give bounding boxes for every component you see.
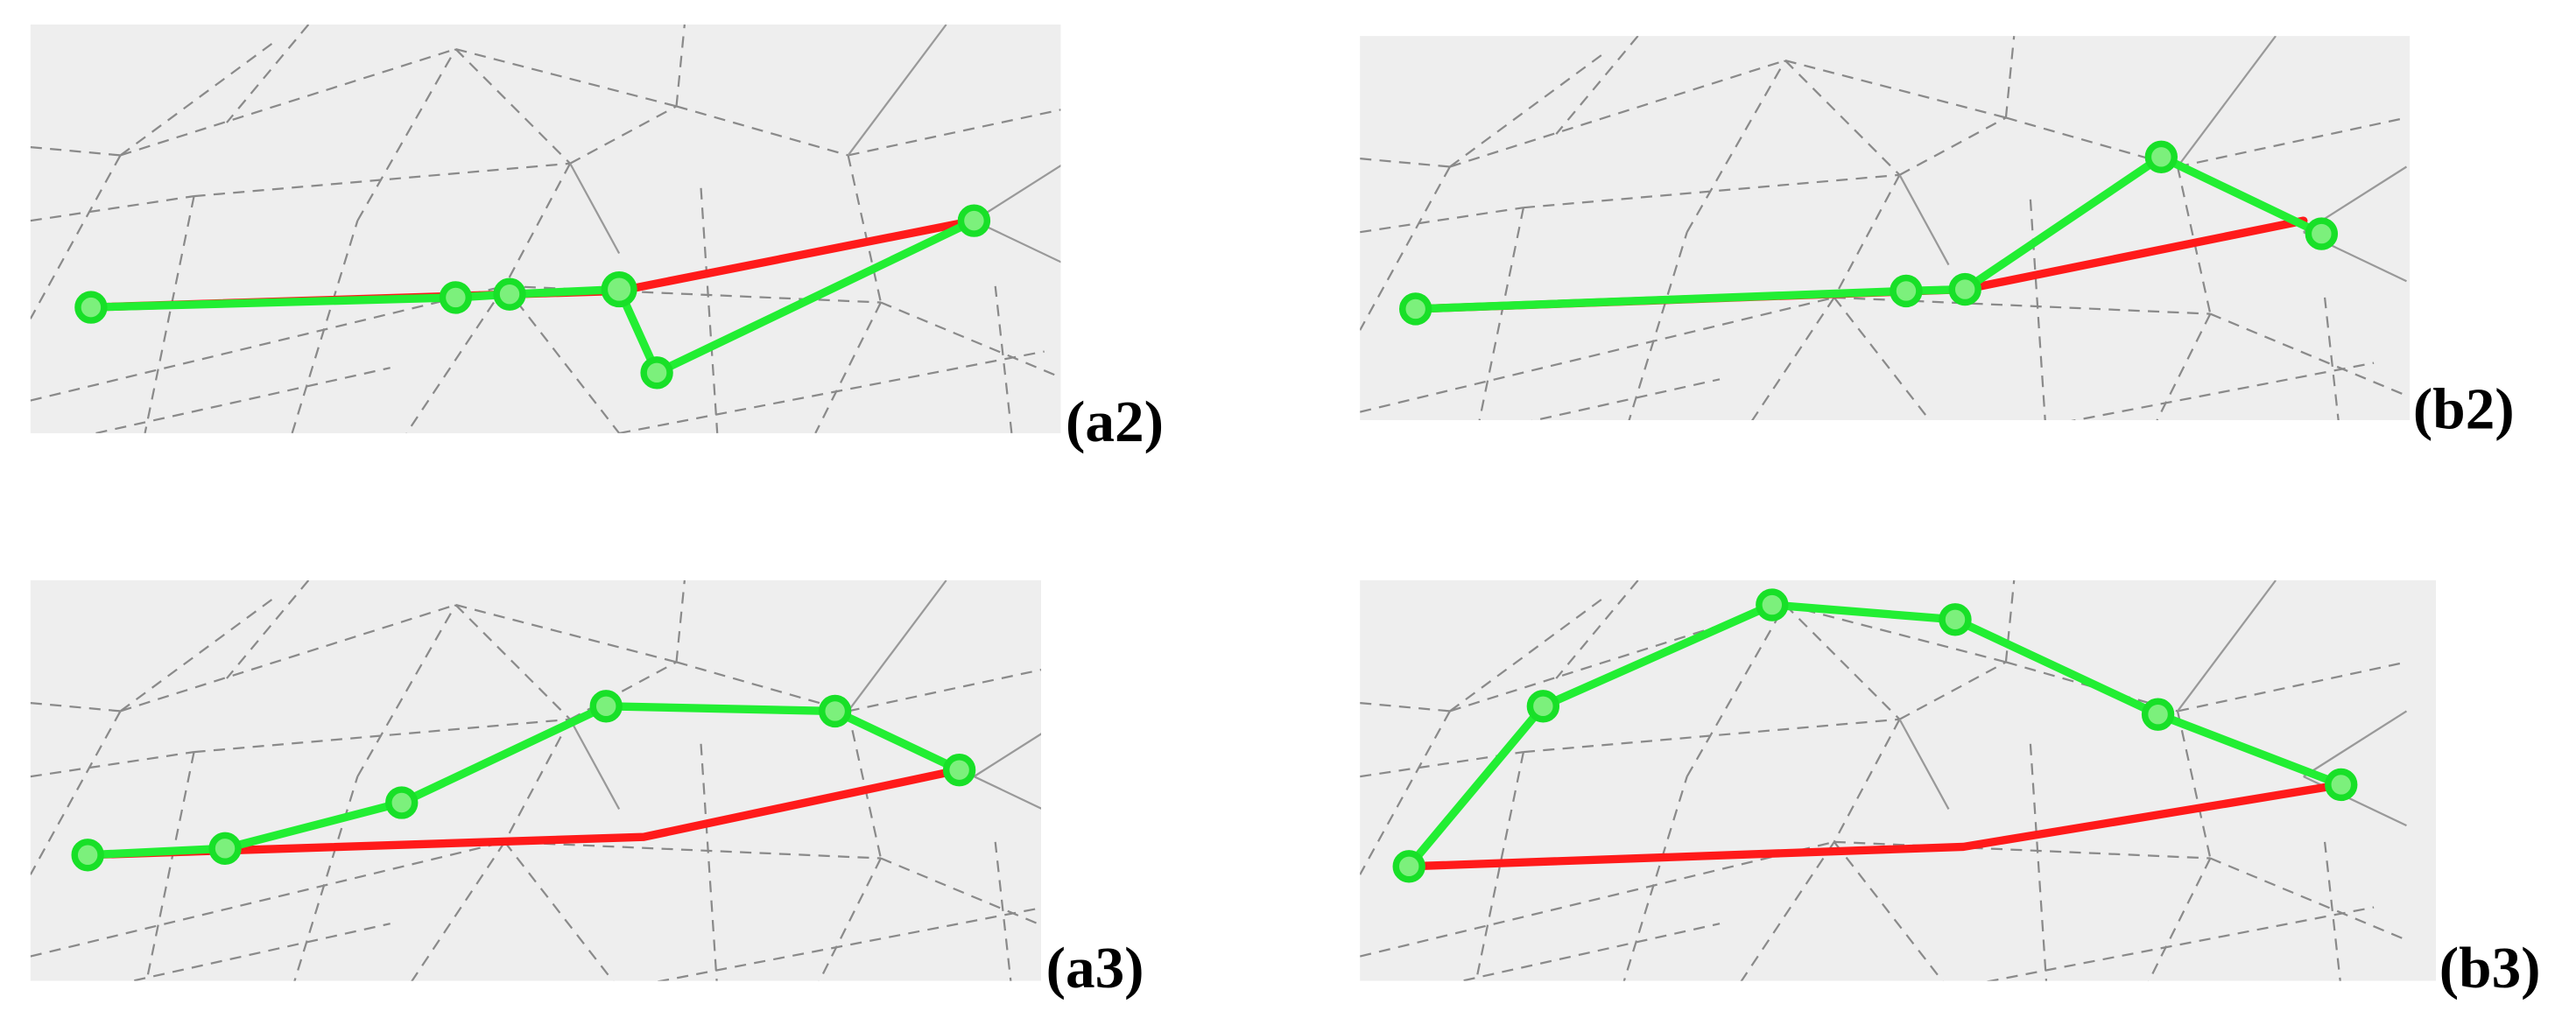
panel-b2: (b2) bbox=[1360, 36, 2515, 441]
path-nodes bbox=[1392, 588, 2358, 883]
planned-path bbox=[87, 216, 979, 377]
panel-label: (b2) bbox=[2413, 376, 2515, 441]
panel-label: (a3) bbox=[1046, 935, 1144, 1000]
planned-path bbox=[1404, 600, 2346, 871]
path-nodes bbox=[1398, 140, 2339, 326]
reference-path bbox=[83, 765, 964, 860]
reference-path bbox=[1404, 780, 2346, 871]
panel-a2: (a2) bbox=[30, 25, 1164, 454]
panel-background bbox=[30, 580, 1041, 981]
panel-label: (b3) bbox=[2439, 935, 2541, 1000]
path-nodes bbox=[74, 204, 991, 390]
path-nodes bbox=[71, 690, 976, 872]
panel-b3: (b3) bbox=[1360, 580, 2541, 1000]
planned-path bbox=[83, 702, 964, 860]
panel-a3: (a3) bbox=[30, 580, 1144, 1000]
panel-label: (a2) bbox=[1066, 389, 1164, 454]
panel-background bbox=[30, 25, 1061, 433]
panel-background bbox=[1360, 580, 2437, 981]
panel-background bbox=[1360, 36, 2411, 420]
